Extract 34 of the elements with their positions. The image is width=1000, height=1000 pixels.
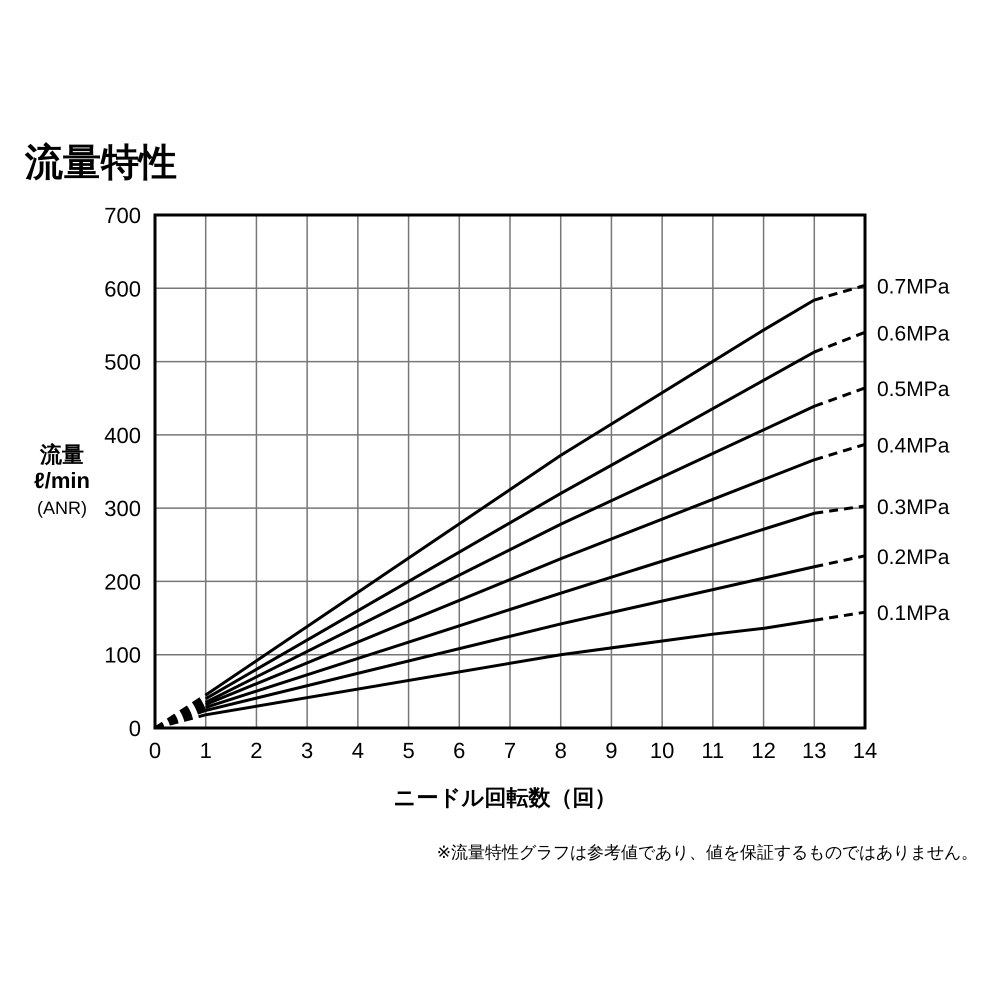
x-tick-label: 5 bbox=[402, 738, 415, 763]
x-tick-label: 3 bbox=[301, 738, 314, 763]
text: ※流量特性グラフは参考値であり、値を保証するものではありません。 bbox=[436, 843, 978, 862]
x-tick-label: 0 bbox=[148, 738, 162, 763]
series-label: 0.1MPa bbox=[877, 602, 950, 626]
y-axis-title: 流量 ℓ/min (ANR) bbox=[34, 442, 90, 518]
chart-title: 流量特性 bbox=[24, 141, 177, 184]
y-tick-label: 200 bbox=[104, 569, 141, 594]
x-tick-label: 10 bbox=[650, 738, 674, 763]
x-axis-title: ニードル回転数（回） bbox=[394, 785, 616, 810]
x-tick-label: 1 bbox=[200, 738, 212, 763]
series-label: 0.5MPa bbox=[877, 378, 950, 401]
y-tick-label: 400 bbox=[104, 422, 141, 448]
series-label: 0.4MPa bbox=[877, 434, 950, 458]
y-tick-label: 0 bbox=[128, 716, 141, 741]
x-tick-label: 11 bbox=[701, 738, 724, 763]
x-tick-label: 14 bbox=[852, 738, 878, 763]
x-tick-label: 9 bbox=[605, 738, 618, 763]
y-tick-label: 100 bbox=[104, 642, 141, 668]
x-tick-label: 6 bbox=[453, 738, 466, 763]
x-tick-label: 7 bbox=[504, 738, 516, 763]
y-tick-label: 500 bbox=[104, 350, 141, 375]
series-label: 0.2MPa bbox=[877, 546, 950, 569]
x-tick-label: 2 bbox=[250, 738, 263, 763]
y-tick-label: 600 bbox=[104, 276, 141, 302]
y-tick-label: 700 bbox=[104, 203, 141, 228]
series-label: 0.3MPa bbox=[877, 496, 950, 519]
series-label: 0.6MPa bbox=[877, 322, 950, 346]
y-tick-label: 300 bbox=[104, 496, 141, 522]
series-label: 0.7MPa bbox=[877, 275, 950, 298]
x-tick-label: 4 bbox=[352, 738, 364, 763]
x-tick-label: 13 bbox=[802, 738, 827, 763]
x-tick-label: 8 bbox=[554, 738, 567, 763]
x-tick-label: 12 bbox=[751, 738, 776, 763]
